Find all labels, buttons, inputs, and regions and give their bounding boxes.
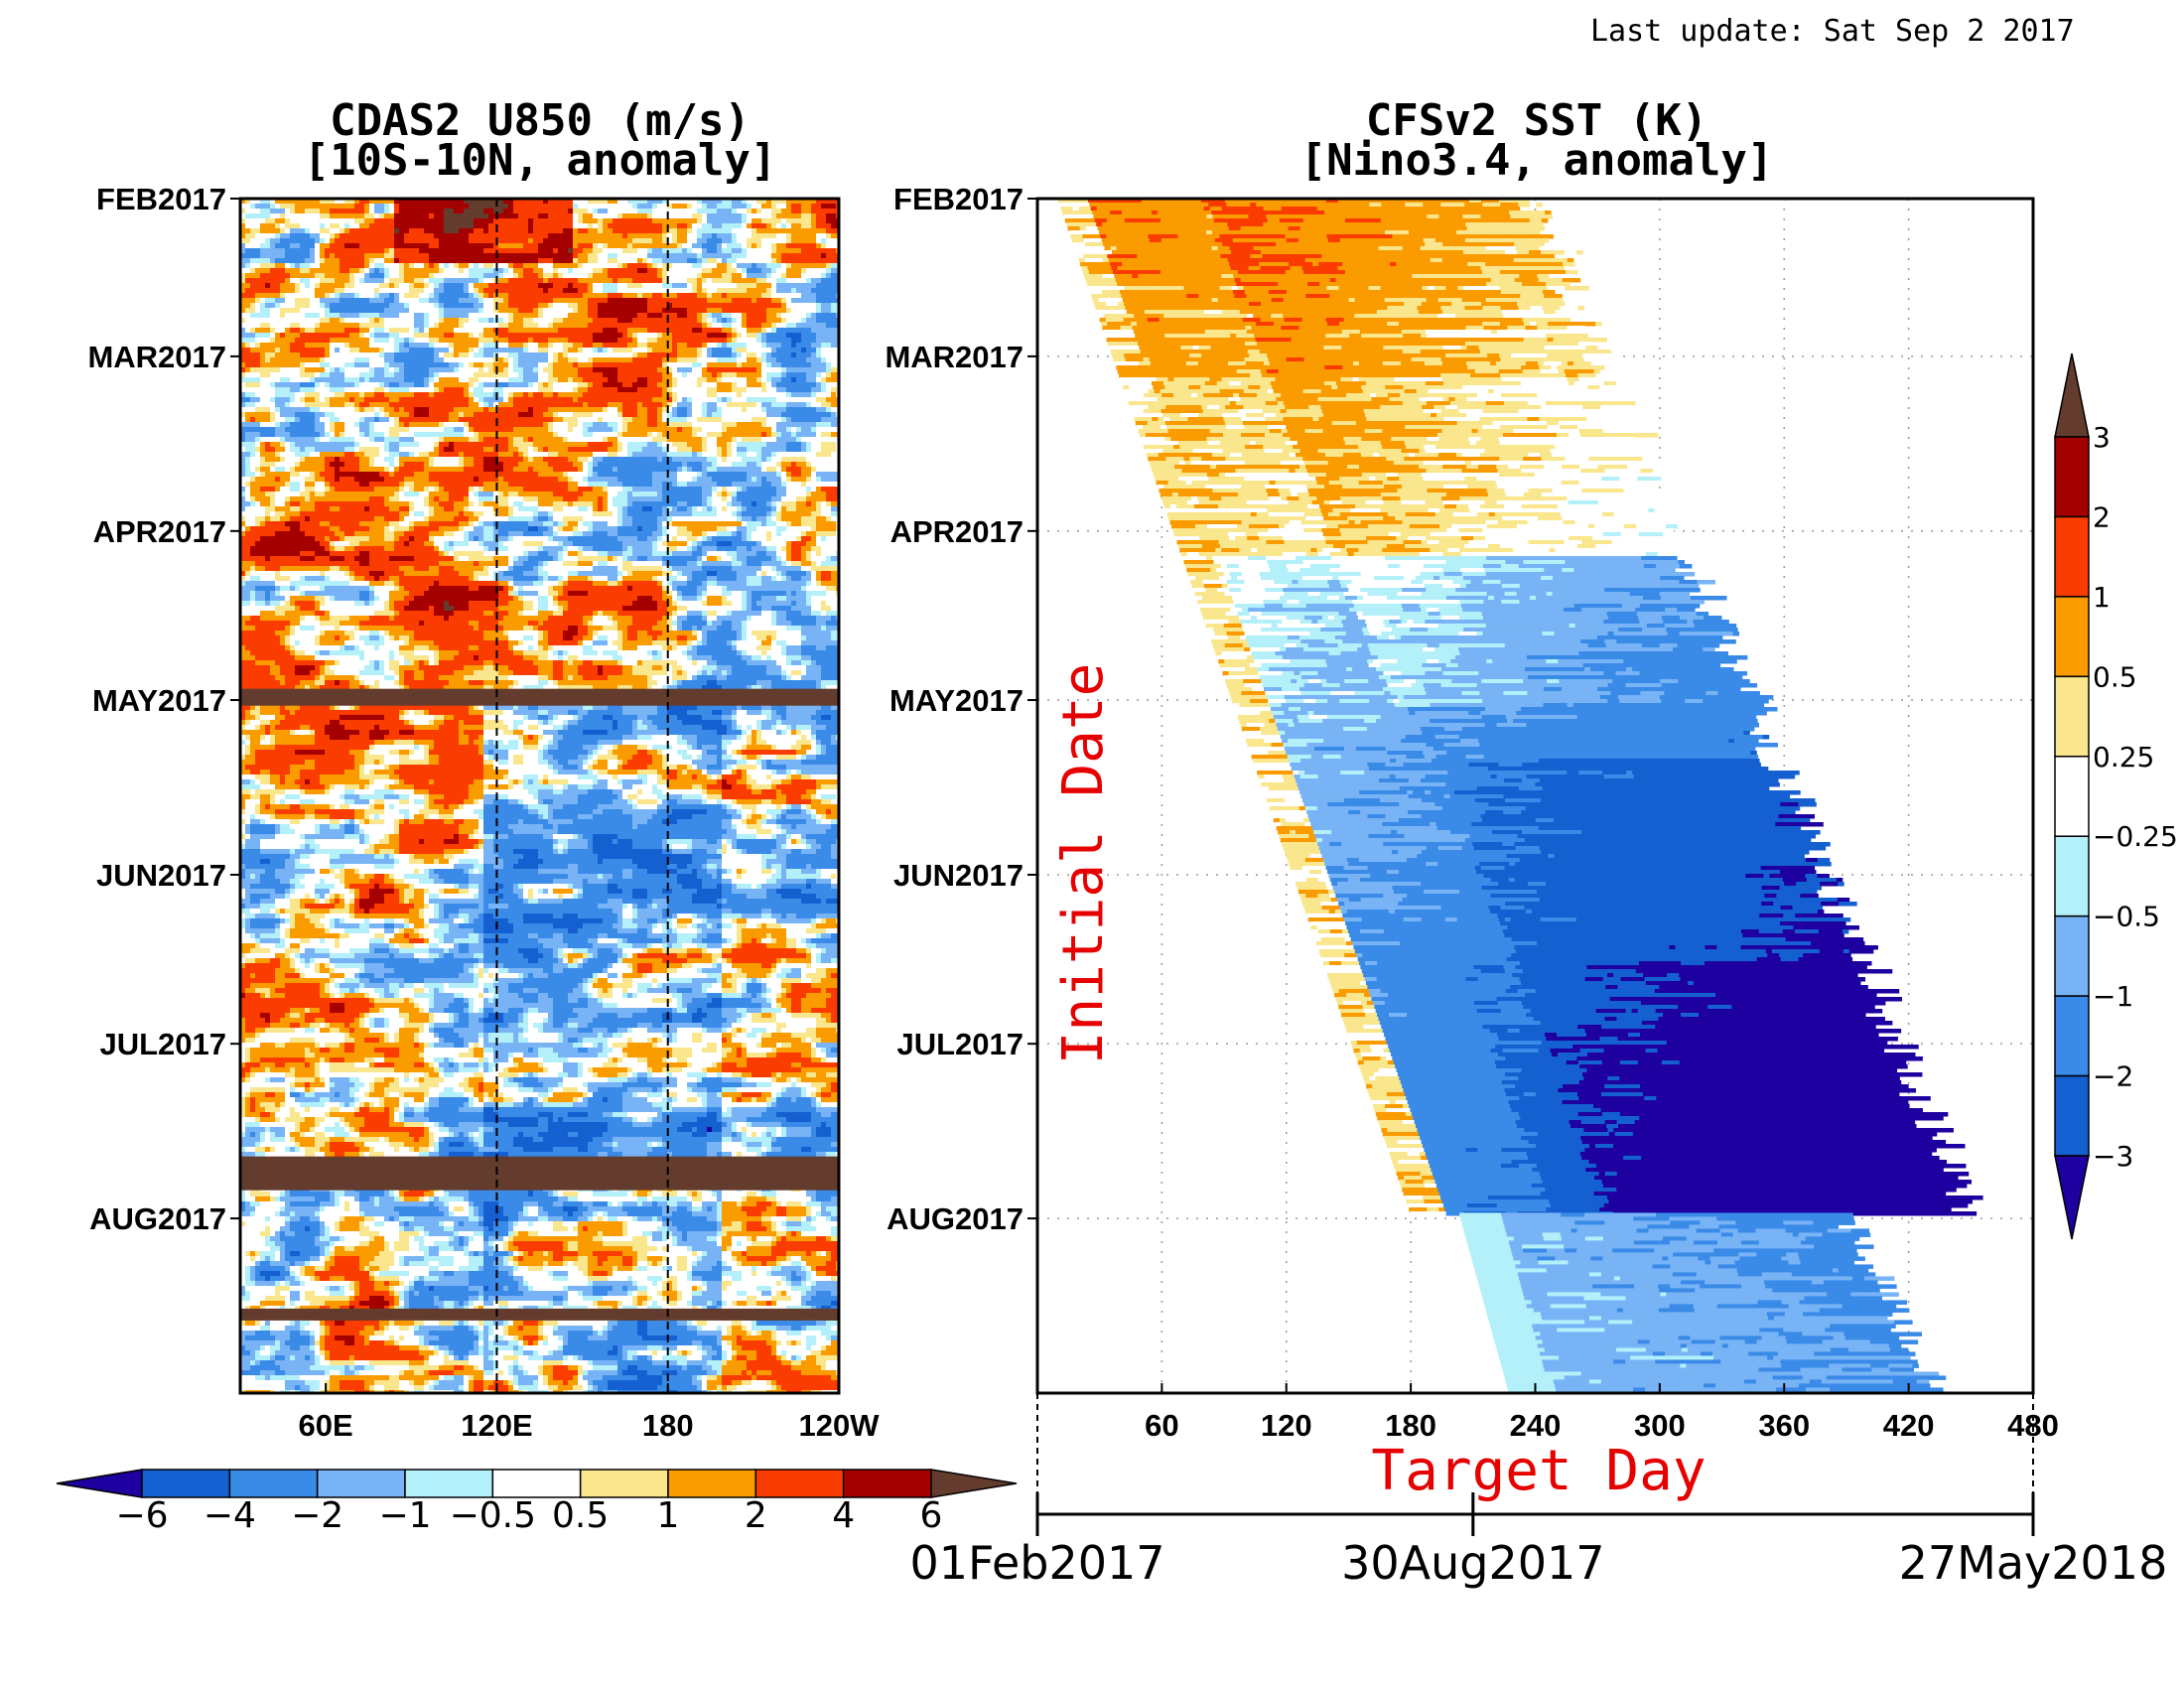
missing-data-band <box>240 688 839 706</box>
timeline-date-label: 01Feb2017 <box>909 1536 1164 1590</box>
right-title: CFSv2 SST (K) <box>1366 95 1707 146</box>
x-tick-label: 300 <box>1634 1408 1686 1443</box>
colorbar-label: 1 <box>2093 581 2111 614</box>
y-tick-label: MAY2017 <box>92 683 226 718</box>
x-tick-label: 180 <box>642 1408 694 1443</box>
colorbar-label: 6 <box>920 1495 943 1536</box>
colorbar-label: 2 <box>745 1495 767 1536</box>
y-tick-label: JUN2017 <box>96 858 226 893</box>
left-overlays <box>240 199 839 1393</box>
colorbar-label: −1 <box>2093 980 2133 1013</box>
left-panel-u850: CDAS2 U850 (m/s) [10S-10N, anomaly] FEB2… <box>56 95 1018 1536</box>
right-x-label: Target Day <box>1371 1439 1706 1503</box>
x-tick-label: 60 <box>1145 1408 1178 1443</box>
x-tick-label: 180 <box>1385 1408 1436 1443</box>
colorbar-label: 2 <box>2093 500 2111 533</box>
right-subtitle: [Nino3.4, anomaly] <box>1300 135 1774 186</box>
colorbar-label: 3 <box>2093 421 2111 454</box>
left-plot-frame <box>238 197 841 1395</box>
colorbar-label: −2 <box>2093 1060 2133 1093</box>
colorbar-label: −1 <box>378 1495 431 1536</box>
colorbar-label: −0.25 <box>2093 820 2178 853</box>
colorbar-label: −4 <box>204 1495 256 1536</box>
colorbar-label: −2 <box>291 1495 343 1536</box>
timeline-date-label: 30Aug2017 <box>1341 1536 1604 1590</box>
colorbar-label: −0.5 <box>450 1495 536 1536</box>
x-tick-label: 420 <box>1883 1408 1935 1443</box>
y-tick-label: APR2017 <box>93 514 226 549</box>
x-tick-label: 120W <box>799 1408 881 1443</box>
x-tick-label: 360 <box>1758 1408 1810 1443</box>
date-timeline: 01Feb2017 30Aug2017 27May2018 <box>909 1393 2167 1590</box>
right-panel-sst: CFSv2 SST (K) [Nino3.4, anomaly] FEB2017… <box>885 95 2177 1590</box>
y-tick-label: AUG2017 <box>89 1201 226 1236</box>
right-y-axis: FEB2017 MAR2017 APR2017 MAY2017 JUN2017 JUL20… <box>885 182 1037 1236</box>
x-tick-label: 60E <box>299 1408 353 1443</box>
left-x-axis: 60E 120E 180 120W <box>299 1383 881 1443</box>
y-tick-label: JUL2017 <box>99 1027 226 1061</box>
right-colorbar: 3 2 1 0.5 0.25 −0.25 −0.5 −1 −2 −3 <box>2054 352 2178 1240</box>
colorbar-label: 4 <box>832 1495 855 1536</box>
left-title: CDAS2 U850 (m/s) <box>330 95 751 146</box>
y-tick-label: APR2017 <box>890 514 1024 549</box>
y-tick-label: MAR2017 <box>87 340 226 374</box>
missing-data-band <box>240 1308 839 1321</box>
left-y-axis: FEB2017 MAR2017 APR2017 MAY2017 JUN2017 JUL20… <box>87 182 240 1236</box>
left-heatmap <box>240 199 839 1393</box>
y-tick-label: MAY2017 <box>889 683 1024 718</box>
y-tick-label: FEB2017 <box>893 182 1024 216</box>
missing-data-band <box>240 1156 839 1191</box>
colorbar-label: 1 <box>657 1495 680 1536</box>
y-tick-label: AUG2017 <box>887 1201 1024 1236</box>
colorbar-label: −0.5 <box>2093 901 2160 933</box>
y-tick-label: MAR2017 <box>885 340 1024 374</box>
x-tick-label: 120E <box>461 1408 532 1443</box>
last-update-text: Last update: Sat Sep 2 2017 <box>1590 14 2075 49</box>
left-subtitle: [10S-10N, anomaly] <box>304 135 777 186</box>
right-x-axis: 60 120 180 240 300 360 420 480 <box>1145 1383 2059 1443</box>
colorbar-label: 0.25 <box>2093 741 2154 774</box>
y-tick-label: JUL2017 <box>896 1027 1024 1061</box>
right-heatmap <box>1057 199 1983 1393</box>
colorbar-label: −3 <box>2093 1140 2133 1173</box>
right-y-label: Initial Date <box>1051 663 1116 1065</box>
y-tick-label: FEB2017 <box>96 182 226 216</box>
x-tick-label: 120 <box>1261 1408 1312 1443</box>
left-colorbar: −6 −4 −2 −1 −0.5 0.5 1 2 4 6 <box>56 1469 1018 1536</box>
timeline-date-label: 27May2018 <box>1899 1536 2168 1590</box>
x-tick-label: 240 <box>1510 1408 1562 1443</box>
colorbar-label: 0.5 <box>2093 660 2137 693</box>
colorbar-label: 0.5 <box>552 1495 609 1536</box>
colorbar-label: −6 <box>115 1495 168 1536</box>
y-tick-label: JUN2017 <box>893 858 1024 893</box>
